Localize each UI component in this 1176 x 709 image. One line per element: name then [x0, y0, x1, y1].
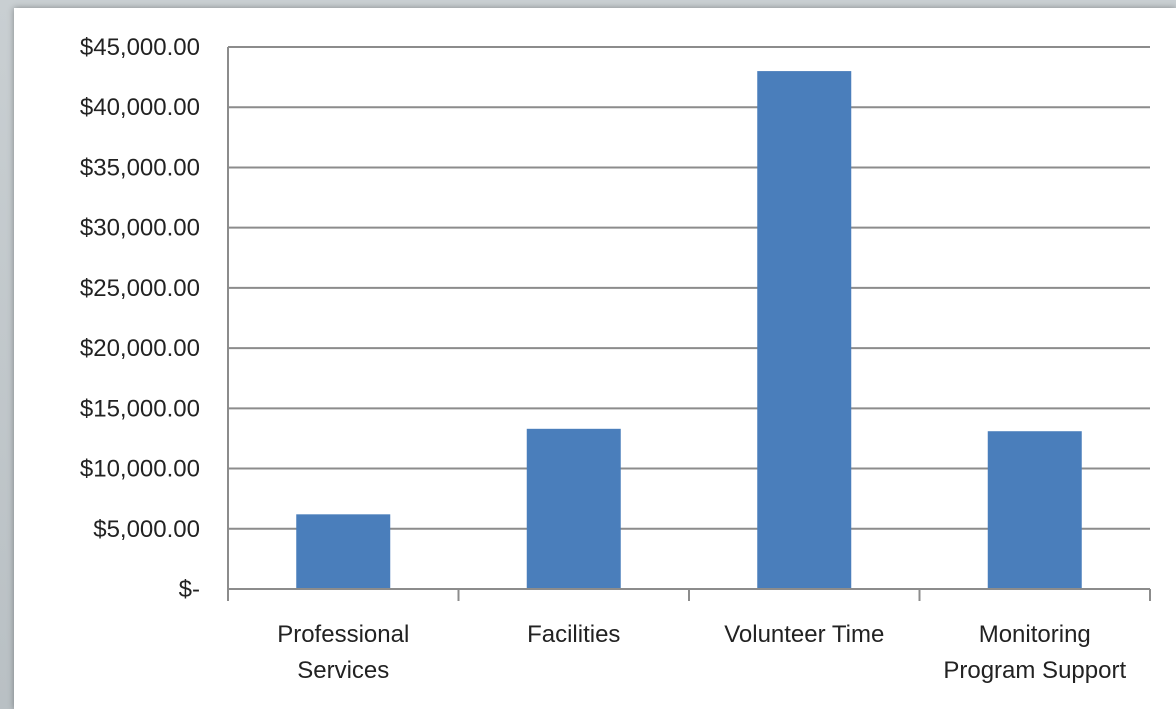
y-tick-labels: $- $5,000.00 $10,000.00 $15,000.00 $20,000.0… — [80, 34, 200, 603]
bars — [296, 71, 1082, 590]
x-tick-label: Facilities — [527, 621, 620, 648]
x-axis — [227, 47, 1151, 601]
y-tick-label: $30,000.00 — [80, 215, 200, 242]
y-tick-label: $10,000.00 — [80, 456, 200, 483]
y-tick-label: $25,000.00 — [80, 275, 200, 302]
bar-chart: $- $5,000.00 $10,000.00 $15,000.00 $20,000.0… — [80, 34, 1151, 684]
bar — [296, 514, 391, 589]
x-tick-label: Monitoring Program Support — [943, 621, 1126, 684]
y-tick-label: $45,000.00 — [80, 34, 200, 61]
chart-frame: $- $5,000.00 $10,000.00 $15,000.00 $20,000.0… — [14, 8, 1176, 709]
x-tick-label: Professional Services — [277, 621, 409, 684]
bar — [526, 428, 621, 589]
x-tick-label: Volunteer Time — [724, 621, 884, 648]
bar — [987, 431, 1082, 589]
y-tick-label: $15,000.00 — [80, 395, 200, 422]
y-tick-label: $20,000.00 — [80, 335, 200, 362]
gridlines — [228, 46, 1150, 530]
bar — [757, 71, 852, 590]
y-tick-label: $40,000.00 — [80, 94, 200, 121]
y-tick-label: $35,000.00 — [80, 154, 200, 181]
y-tick-label: $- — [179, 576, 200, 603]
y-tick-label: $5,000.00 — [93, 516, 200, 543]
x-tick-labels: Professional Services Facilities Volunteer … — [277, 621, 1126, 684]
